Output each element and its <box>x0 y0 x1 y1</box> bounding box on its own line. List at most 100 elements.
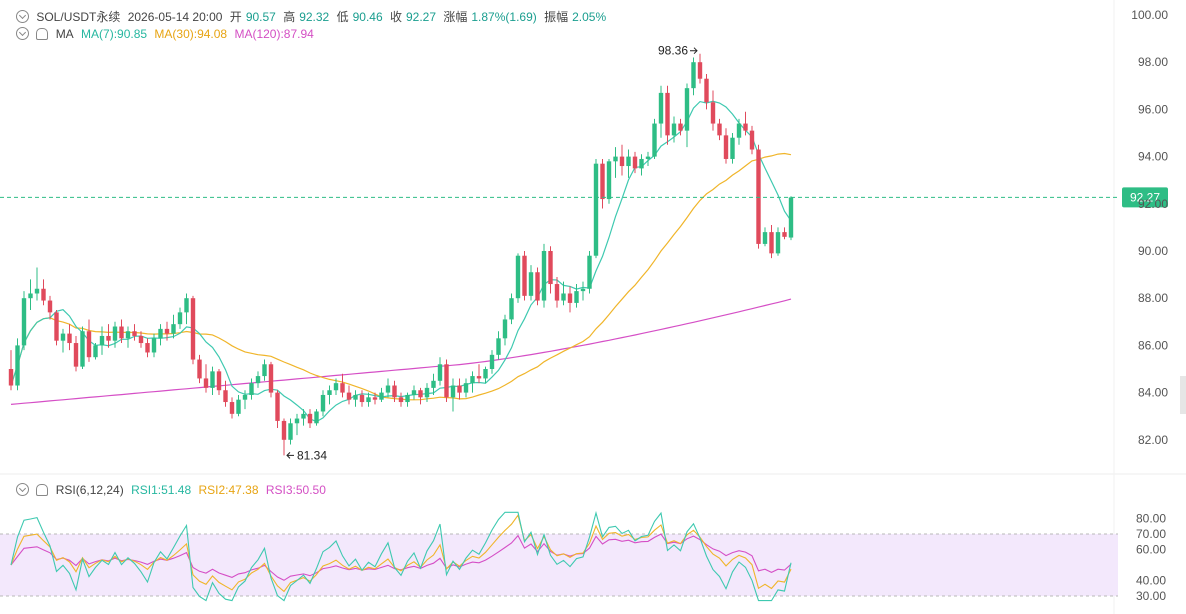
ma-legend: MA MA(7):90.85 MA(30):94.08 MA(120):87.9… <box>16 27 318 41</box>
rsi-title[interactable]: RSI(6,12,24) <box>55 483 124 497</box>
candle-body <box>684 88 690 131</box>
candle-body <box>171 324 176 334</box>
candle-body <box>431 380 436 388</box>
candle-body <box>353 394 358 400</box>
rsi1-value: RSI1:51.48 <box>131 483 192 497</box>
candle-body <box>229 402 235 414</box>
candle-body <box>509 298 514 320</box>
candle-body <box>47 300 53 313</box>
candle-body <box>372 397 378 400</box>
candle-body <box>593 163 599 256</box>
candle-body <box>197 359 202 379</box>
candle-body <box>281 420 287 440</box>
min-price-label: 81.34 <box>297 448 327 462</box>
candle-body <box>567 293 573 303</box>
candle-body <box>515 255 521 299</box>
ma120-line <box>10 298 792 405</box>
candle-body <box>392 385 397 398</box>
candle-body <box>275 392 280 421</box>
candle-body <box>483 369 488 379</box>
candle-body <box>366 397 371 403</box>
candle-body <box>496 338 501 355</box>
candle-body <box>184 298 189 313</box>
candle-body <box>93 345 98 358</box>
datetime-label: 2026-05-14 20:00 <box>127 10 223 24</box>
collapse-icon[interactable] <box>16 10 29 23</box>
rsi3-value: RSI3:50.50 <box>265 483 326 497</box>
ma-title[interactable]: MA <box>55 27 74 41</box>
candle-body <box>411 390 417 395</box>
ohlc-header: SOL/USDT永续 2026-05-14 20:00 开 90.57 高 92.3… <box>16 8 610 25</box>
candle-body <box>665 92 670 136</box>
rsi-legend: RSI(6,12,24) RSI1:51.48 RSI2:47.38 RSI3:… <box>16 483 330 497</box>
candle-body <box>470 376 475 384</box>
candle-body <box>697 62 703 79</box>
candle-body <box>645 156 651 159</box>
candle-body <box>658 92 664 124</box>
ma120-value: MA(120):87.94 <box>234 27 314 41</box>
rsi2-line <box>10 514 792 593</box>
panel-resize-handle[interactable] <box>1180 376 1186 414</box>
alert-bell-icon[interactable] <box>36 28 49 40</box>
rsi-tick-label: 70.00 <box>1136 527 1166 541</box>
candle-body <box>203 378 209 388</box>
candle-body <box>541 251 547 301</box>
candle-body <box>535 272 540 301</box>
candle-body <box>639 158 644 169</box>
candle-body <box>54 312 59 341</box>
candle-body <box>671 123 677 136</box>
candle-body <box>314 411 319 424</box>
low-label: 低 <box>336 10 349 24</box>
high-value: 92.32 <box>299 10 330 24</box>
candle-body <box>112 326 118 341</box>
alert-bell-icon[interactable] <box>36 484 49 496</box>
price-tick-label: 100.00 <box>1131 8 1168 22</box>
candle-body <box>145 343 150 353</box>
collapse-icon[interactable] <box>16 483 29 496</box>
candle-body <box>28 293 33 299</box>
candle-body <box>788 197 794 238</box>
price-tick-label: 88.00 <box>1138 291 1168 305</box>
candle-body <box>756 149 761 244</box>
candle-body <box>457 385 462 393</box>
symbol-label[interactable]: SOL/USDT永续 <box>36 10 121 24</box>
open-value: 90.57 <box>245 10 276 24</box>
candle-body <box>424 387 430 398</box>
candle-body <box>652 123 657 157</box>
candle-body <box>106 335 111 341</box>
candle-body <box>710 102 716 124</box>
candle-body <box>600 163 605 200</box>
candle-body <box>307 413 313 424</box>
amplitude-label: 振幅 <box>544 10 569 24</box>
change-label: 涨幅 <box>443 10 468 24</box>
candle-body <box>704 78 709 103</box>
candle-body <box>450 385 456 398</box>
price-tick-label: 86.00 <box>1138 338 1168 352</box>
candle-body <box>346 392 352 400</box>
candle-body <box>294 418 300 424</box>
high-label: 高 <box>283 10 296 24</box>
candle-body <box>262 364 267 377</box>
candle-body <box>359 394 365 403</box>
candle-body <box>86 331 92 358</box>
candle-body <box>242 394 248 400</box>
candle-body <box>775 232 781 254</box>
price-tick-label: 82.00 <box>1138 433 1168 447</box>
candle-body <box>405 394 410 403</box>
amplitude-value: 2.05% <box>572 10 607 24</box>
ma-lines <box>10 100 792 423</box>
candle-body <box>255 376 261 384</box>
candle-body <box>21 298 27 346</box>
last-price-label: 92.27 <box>1130 190 1160 204</box>
candle-body <box>554 284 560 301</box>
candle-body <box>691 62 696 89</box>
last-price-tag <box>1122 187 1168 208</box>
candle-body <box>398 397 404 403</box>
candle-body <box>8 369 14 386</box>
low-value: 90.46 <box>352 10 383 24</box>
price-tick-label: 90.00 <box>1138 244 1168 258</box>
candle-body <box>151 338 157 353</box>
collapse-icon[interactable] <box>16 27 29 40</box>
